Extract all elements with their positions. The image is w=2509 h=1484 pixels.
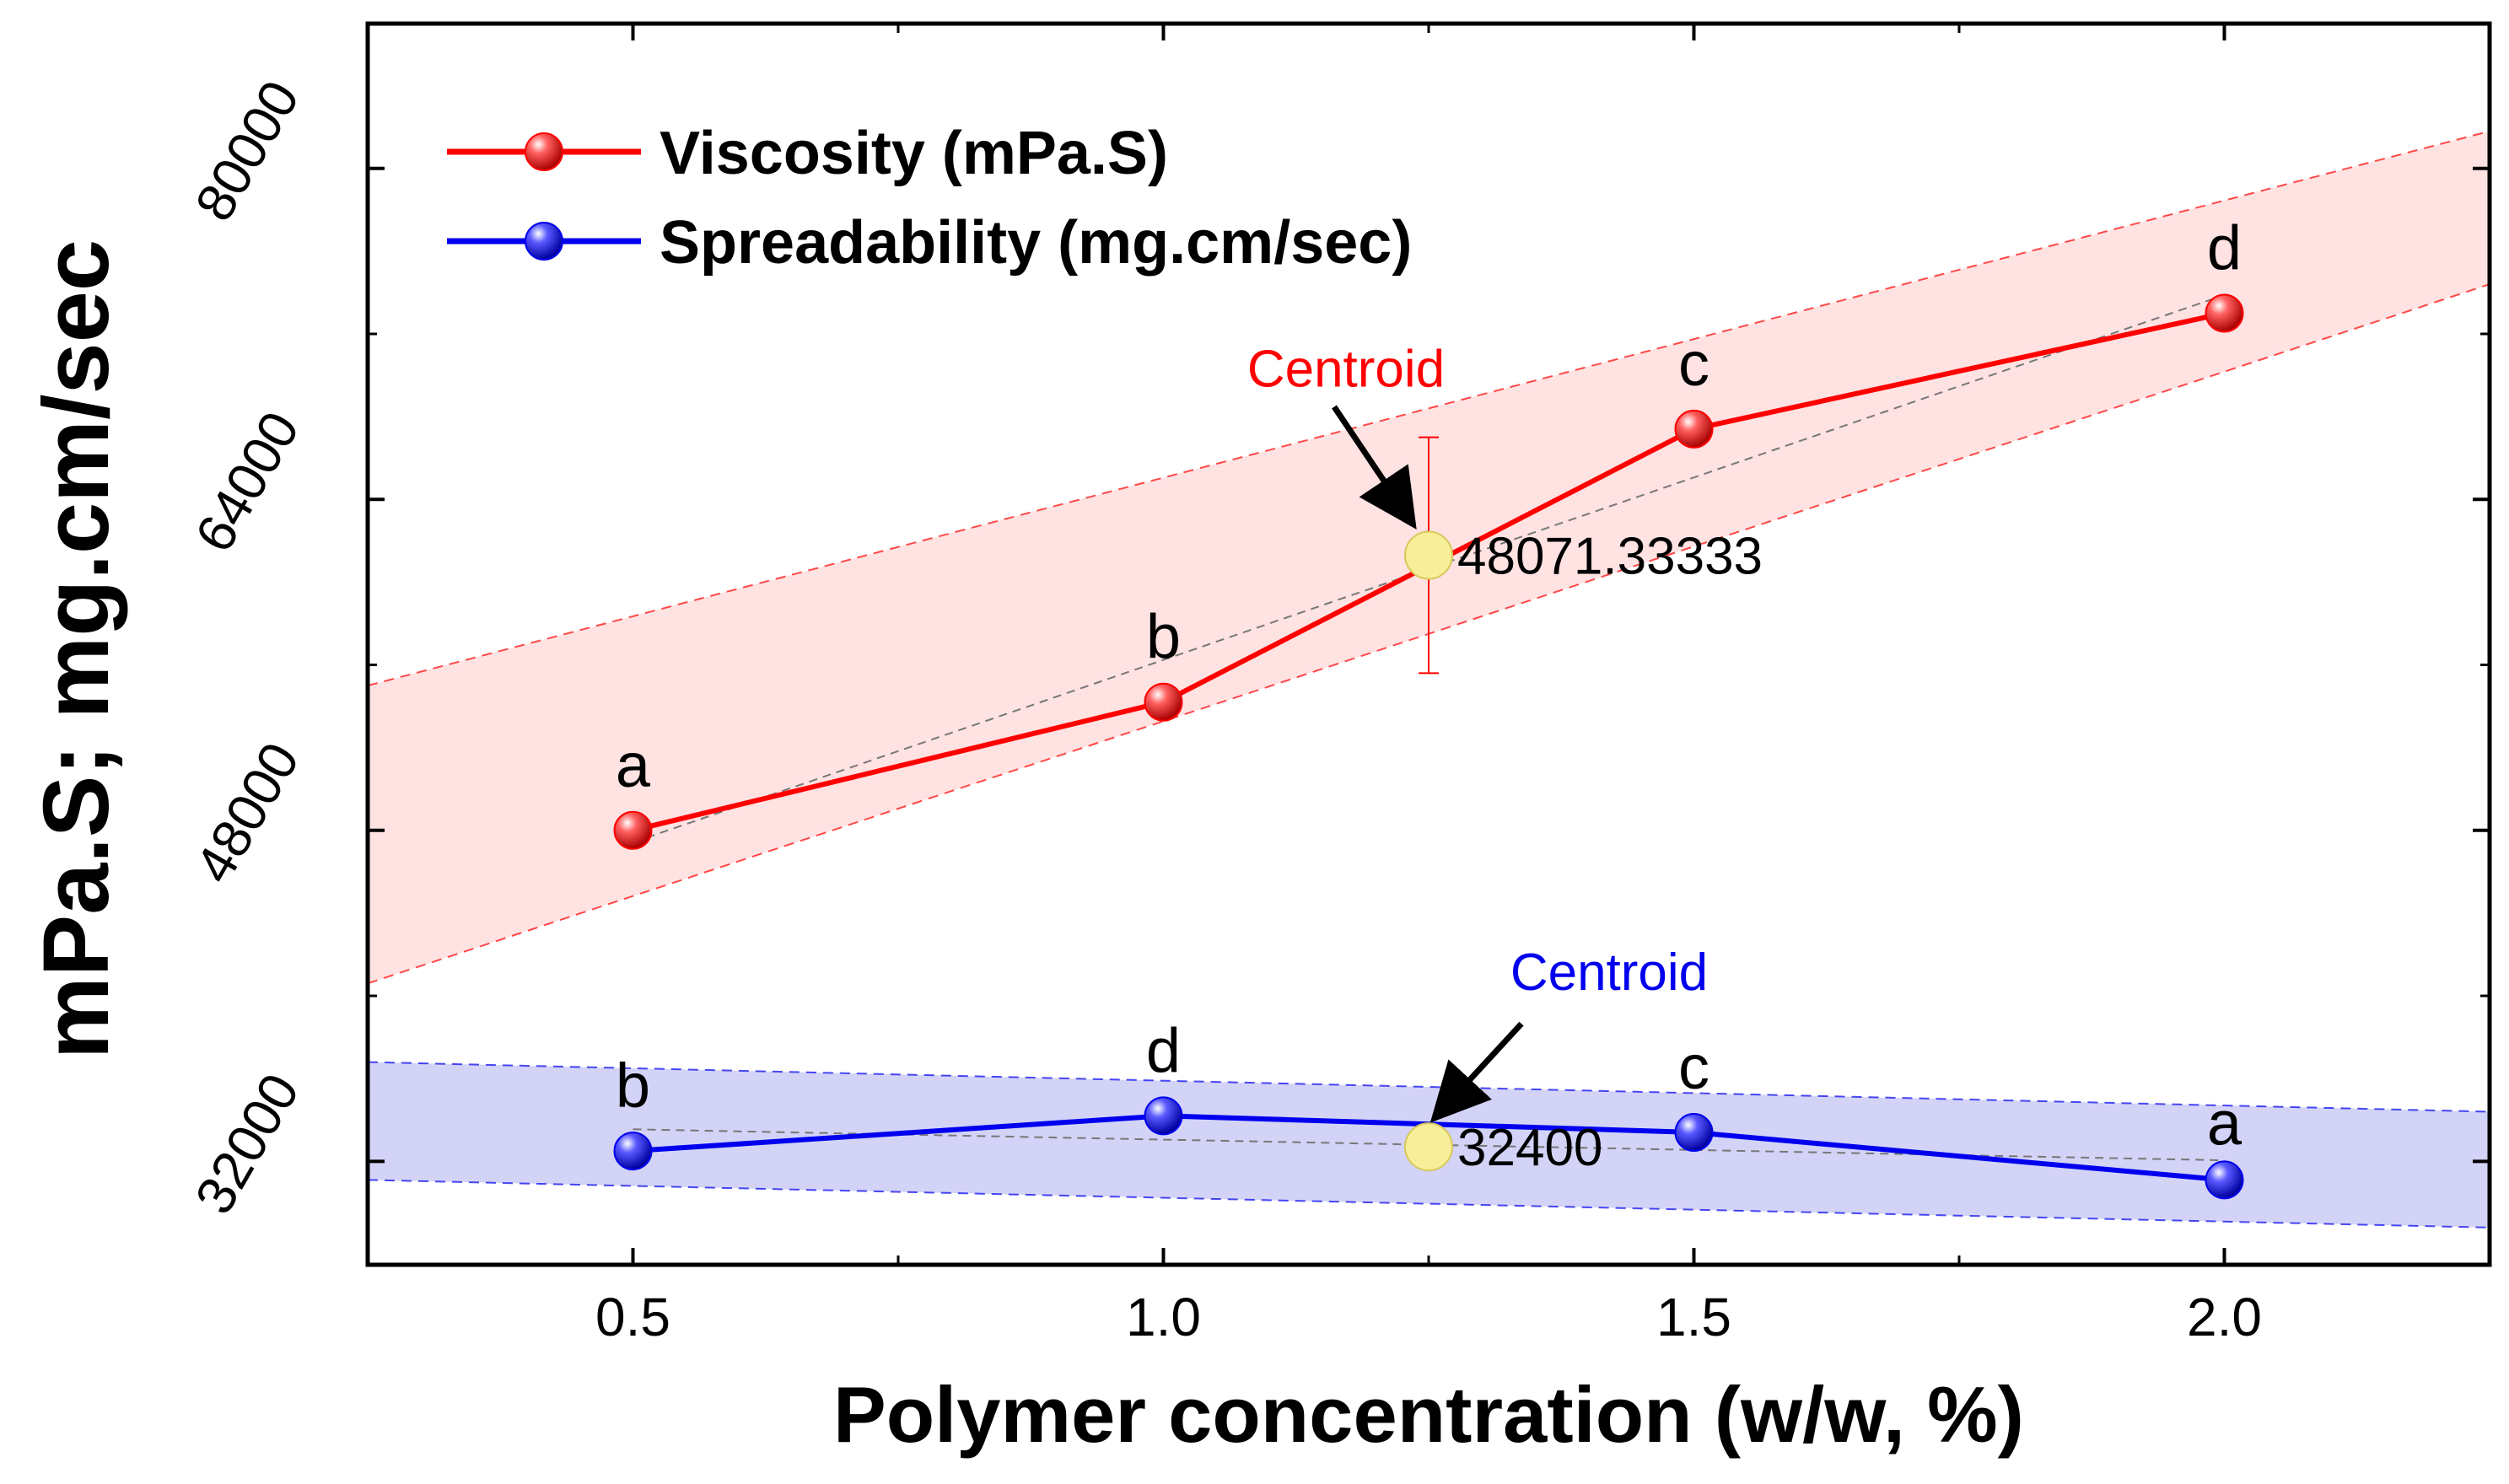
confidence-bands — [368, 130, 2490, 1229]
spreadability-centroid-marker — [1404, 1122, 1453, 1172]
x-axis-title: Polymer concentration (w/w, %) — [833, 1370, 2024, 1459]
viscosity-point-label: d — [2207, 212, 2242, 282]
x-tick-label: 2.0 — [2187, 1287, 2262, 1347]
spreadability-point-label: d — [1146, 1015, 1181, 1085]
spreadability-point — [1144, 1096, 1183, 1136]
spreadability-point — [1674, 1112, 1714, 1152]
centroids: 48071.33333 Centroid 32400 Centroid — [1247, 341, 1763, 1178]
x-tick-label: 1.0 — [1126, 1287, 1201, 1347]
viscosity-point — [1144, 682, 1183, 722]
spreadability-point-label: b — [616, 1051, 650, 1121]
y-tick-label: 80000 — [183, 71, 310, 231]
y-tick-label: 32000 — [183, 1063, 310, 1223]
viscosity-centroid-title: Centroid — [1247, 341, 1445, 399]
viscosity-point-label: c — [1678, 329, 1709, 399]
y-tick-label: 64000 — [183, 401, 310, 562]
viscosity-point — [613, 810, 653, 850]
spreadability-point-label: c — [1678, 1032, 1709, 1102]
spreadability-legend-marker — [525, 222, 563, 261]
data-points — [613, 293, 2244, 1200]
x-tick-label: 0.5 — [595, 1287, 670, 1347]
spreadability-centroid-title: Centroid — [1510, 944, 1708, 1002]
point-labels: a b c d b d c a — [616, 212, 2242, 1158]
viscosity-point — [2205, 293, 2244, 333]
spreadability-point — [2205, 1160, 2244, 1200]
spreadability-legend-label: Spreadability (mg.cm/sec) — [660, 209, 1412, 277]
viscosity-legend-label: Viscosity (mPa.S) — [660, 120, 1168, 187]
viscosity-point-label: a — [616, 730, 651, 800]
viscosity-legend-marker — [525, 132, 563, 171]
spreadability-point-label: a — [2207, 1088, 2242, 1158]
y-tick-label: 48000 — [183, 733, 310, 893]
spreadability-point — [613, 1132, 653, 1171]
viscosity-trend-line — [633, 293, 2225, 843]
spreadability-centroid-value: 32400 — [1457, 1119, 1602, 1177]
y-axis-title: mPa.S; mg.cm/sec — [24, 239, 128, 1059]
x-tick-label: 1.5 — [1656, 1287, 1731, 1347]
spreadability-centroid-arrow — [1429, 1021, 1524, 1123]
viscosity-centroid-value: 48071.33333 — [1457, 528, 1763, 586]
viscosity-centroid-arrow — [1332, 405, 1417, 530]
viscosity-band-upper — [368, 130, 2490, 687]
viscosity-centroid-marker — [1404, 530, 1453, 580]
legend: Viscosity (mPa.S) Spreadability (mg.cm/se… — [447, 120, 1412, 277]
viscosity-point-label: b — [1146, 602, 1181, 672]
viscosity-point — [1674, 409, 1714, 449]
